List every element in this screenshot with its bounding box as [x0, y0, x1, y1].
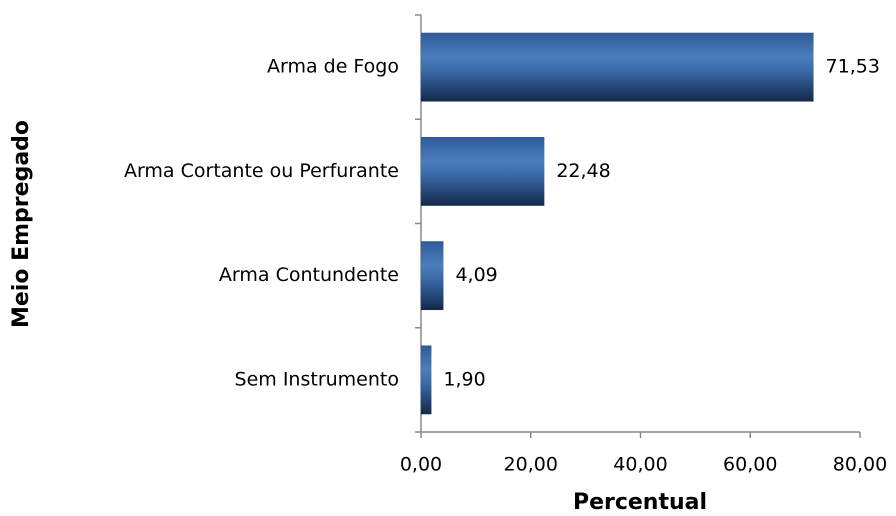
x-tick-label: 80,00 [833, 454, 887, 476]
bar [421, 136, 545, 206]
x-tick-label: 40,00 [613, 454, 667, 476]
x-axis-title: Percentual [573, 490, 707, 515]
y-tick-label: Arma Cortante ou Perfurante [124, 160, 399, 182]
y-tick-label: Sem Instrumento [235, 368, 399, 390]
y-axis-title: Meio Empregado [9, 120, 34, 328]
bar [421, 32, 814, 102]
x-tick-label: 0,00 [400, 454, 442, 476]
x-tick-label: 20,00 [504, 454, 558, 476]
y-tick-label: Arma de Fogo [267, 56, 399, 78]
value-label: 71,53 [826, 56, 880, 78]
x-tick-label: 60,00 [723, 454, 777, 476]
bar [421, 345, 432, 415]
bar [421, 241, 444, 311]
value-label: 4,09 [455, 264, 497, 286]
value-label: 22,48 [556, 160, 610, 182]
value-label: 1,90 [443, 368, 485, 390]
y-tick-label: Arma Contundente [219, 264, 399, 286]
